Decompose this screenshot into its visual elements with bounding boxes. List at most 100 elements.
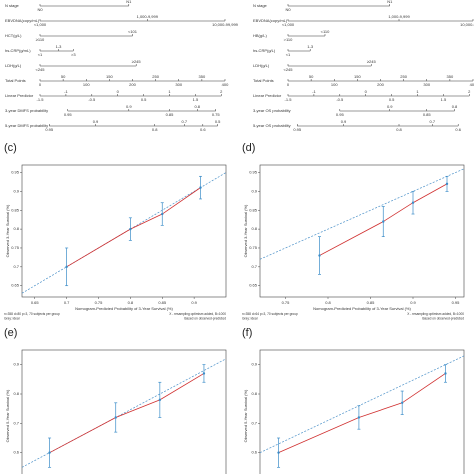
row-name: HB(g/L) — [253, 33, 267, 38]
plot-frame — [21, 349, 227, 474]
y-axis-label: Observed 5-Year Survival (%) — [243, 389, 248, 442]
point — [445, 182, 449, 186]
panel-label: (f) — [242, 327, 252, 339]
point — [357, 416, 361, 419]
scale-label: <1,000 — [34, 22, 47, 27]
y-tick-label: 0.9 — [13, 362, 19, 367]
scale-label: 150 — [106, 74, 113, 79]
x-tick-label: 0.9 — [191, 300, 197, 305]
row-name: EBVDNA(copy/mL) — [5, 18, 40, 23]
footnote: X - resampling optimism added, B=1000 — [169, 312, 226, 316]
scale-label: 0 — [365, 89, 368, 94]
scale-label: 350 — [447, 74, 454, 79]
point — [65, 265, 68, 269]
scale-label: 1-3 — [307, 44, 314, 49]
scale-label: 50 — [61, 74, 66, 79]
row-name: 5-year DMFS probability — [5, 123, 48, 128]
y-tick-label: 0.7 — [251, 420, 257, 425]
scale-label: 0.95 — [45, 127, 54, 132]
x-tick-label: 0.85 — [158, 300, 167, 305]
row-name: 3-year DMFS probability — [5, 108, 48, 113]
scale-label: -0.5 — [336, 97, 344, 102]
row-name: HCT(g/L) — [5, 33, 22, 38]
x-axis-label: Nomogram-Predicted Probability of 3-Year… — [313, 306, 411, 311]
scale-label: 0 — [117, 89, 120, 94]
scale-label: <1,000 — [282, 22, 295, 27]
scale-label: 0.95 — [293, 127, 302, 132]
row-name: 5-year OS probability — [253, 123, 291, 128]
scale-label: 300 — [423, 82, 430, 87]
scale-label: 0.7 — [182, 119, 188, 124]
scale-label: -1 — [312, 89, 316, 94]
y-tick-label: 0.9 — [251, 188, 257, 193]
scale-label: 0.9 — [126, 104, 132, 109]
scale-label: 0.75 — [212, 112, 221, 117]
y-tick-label: 0.7 — [13, 420, 19, 425]
row-name: LDH(g/L) — [253, 63, 270, 68]
scale-label: -1.5 — [285, 97, 293, 102]
row-name: EBVDNA(copy/mL) — [253, 18, 288, 23]
footnote: Based on observed-predicted — [184, 316, 226, 320]
footnote: n=358 d=64 p=3, 70 subjects per group — [242, 312, 298, 316]
calibration-line — [49, 373, 205, 454]
footnote: X - resampling optimism added, B=1000 — [407, 312, 464, 316]
point — [158, 398, 162, 402]
scale-label: 350 — [199, 74, 206, 79]
y-axis-label: Observed 3-Year Survival (%) — [243, 204, 248, 257]
scale-label: 2 — [220, 89, 223, 94]
scale-label: 0.9 — [387, 104, 393, 109]
scale-label: 0.6 — [455, 127, 461, 132]
point — [161, 212, 164, 216]
scale-label: 1-3 — [56, 44, 63, 49]
scale-label: <245 — [35, 67, 45, 72]
ideal-line — [259, 168, 465, 260]
scale-label: 1.5 — [193, 97, 199, 102]
scale-label: 100 — [83, 82, 90, 87]
scale-label: 0.9 — [341, 119, 347, 124]
row-name: Total Points — [253, 78, 274, 83]
scale-label: N1 — [126, 0, 132, 4]
scale-label: -0.5 — [88, 97, 96, 102]
scale-label: <1 — [286, 52, 291, 57]
y-tick-label: 0.7 — [13, 264, 19, 269]
x-tick-label: 0.7 — [64, 300, 70, 305]
scale-label: <101 — [128, 29, 138, 34]
point — [48, 451, 51, 454]
scale-label: 250 — [400, 74, 407, 79]
panel-label: (d) — [242, 142, 255, 154]
y-tick-label: 0.8 — [13, 226, 19, 231]
row-name: LDH(g/L) — [5, 63, 22, 68]
point — [411, 201, 415, 204]
x-tick-label: 0.8 — [325, 300, 331, 305]
row-name: 3-year OS probability — [253, 108, 291, 113]
scale-label: 0.95 — [64, 112, 73, 117]
scale-label: -1.5 — [37, 97, 45, 102]
scale-label: 1,000-9,999 — [137, 14, 159, 19]
calibration-line — [278, 373, 446, 454]
panel-label: (c) — [4, 142, 17, 154]
scale-label: 250 — [152, 74, 159, 79]
row-name: N stage — [5, 3, 20, 8]
y-tick-label: 0.6 — [251, 450, 257, 455]
scale-label: 0.5 — [141, 97, 147, 102]
scale-label: ≥245 — [132, 59, 142, 64]
scale-label: 10,000-99,999 — [212, 22, 239, 27]
x-tick-label: 0.95 — [452, 300, 461, 305]
point — [202, 372, 206, 375]
point — [199, 186, 202, 189]
scale-label: N0 — [285, 7, 291, 12]
scale-label: 1 — [168, 89, 171, 94]
x-tick-label: 0.9 — [410, 300, 416, 305]
row-name: Linear Predictor — [253, 93, 282, 98]
scale-label: 0.5 — [389, 97, 395, 102]
scale-label: 0 — [39, 82, 42, 87]
row-name: hs-CRP(g/mL) — [5, 48, 31, 53]
y-tick-label: 0.75 — [249, 245, 258, 250]
x-tick-label: 0.75 — [95, 300, 104, 305]
point — [400, 401, 404, 404]
scale-label: 0.8 — [152, 127, 158, 132]
point — [277, 451, 280, 454]
footnote: Gray: ideal — [242, 316, 258, 320]
x-tick-label: 0.8 — [128, 300, 134, 305]
y-tick-label: 0.9 — [251, 362, 257, 367]
